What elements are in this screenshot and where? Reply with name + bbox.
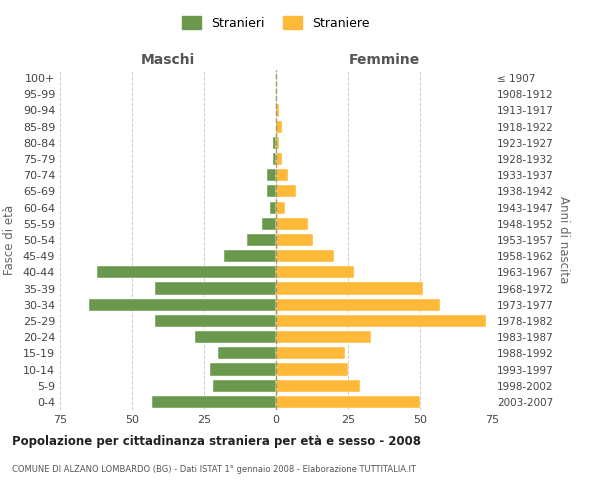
Bar: [276, 250, 334, 262]
Bar: [155, 315, 276, 327]
Bar: [276, 120, 282, 132]
Bar: [276, 282, 423, 294]
Bar: [262, 218, 276, 230]
Bar: [276, 396, 420, 408]
Text: Femmine: Femmine: [349, 53, 419, 67]
Bar: [196, 331, 276, 343]
Bar: [276, 153, 282, 165]
Bar: [210, 364, 276, 376]
Bar: [268, 186, 276, 198]
Bar: [224, 250, 276, 262]
Bar: [155, 282, 276, 294]
Text: Popolazione per cittadinanza straniera per età e sesso - 2008: Popolazione per cittadinanza straniera p…: [12, 435, 421, 448]
Bar: [218, 348, 276, 360]
Bar: [276, 104, 279, 117]
Y-axis label: Fasce di età: Fasce di età: [3, 205, 16, 275]
Bar: [276, 331, 371, 343]
Bar: [89, 298, 276, 311]
Bar: [212, 380, 276, 392]
Bar: [273, 153, 276, 165]
Bar: [276, 186, 296, 198]
Text: COMUNE DI ALZANO LOMBARDO (BG) - Dati ISTAT 1° gennaio 2008 - Elaborazione TUTTI: COMUNE DI ALZANO LOMBARDO (BG) - Dati IS…: [12, 465, 416, 474]
Bar: [276, 234, 313, 246]
Text: Maschi: Maschi: [141, 53, 195, 67]
Bar: [276, 137, 279, 149]
Y-axis label: Anni di nascita: Anni di nascita: [557, 196, 570, 284]
Bar: [276, 202, 284, 213]
Legend: Stranieri, Straniere: Stranieri, Straniere: [178, 11, 374, 35]
Bar: [276, 380, 359, 392]
Bar: [276, 218, 308, 230]
Bar: [276, 315, 486, 327]
Bar: [152, 396, 276, 408]
Bar: [247, 234, 276, 246]
Bar: [273, 137, 276, 149]
Bar: [270, 202, 276, 213]
Bar: [276, 298, 440, 311]
Bar: [276, 169, 287, 181]
Bar: [276, 348, 345, 360]
Bar: [276, 266, 354, 278]
Bar: [268, 169, 276, 181]
Bar: [97, 266, 276, 278]
Bar: [276, 364, 348, 376]
